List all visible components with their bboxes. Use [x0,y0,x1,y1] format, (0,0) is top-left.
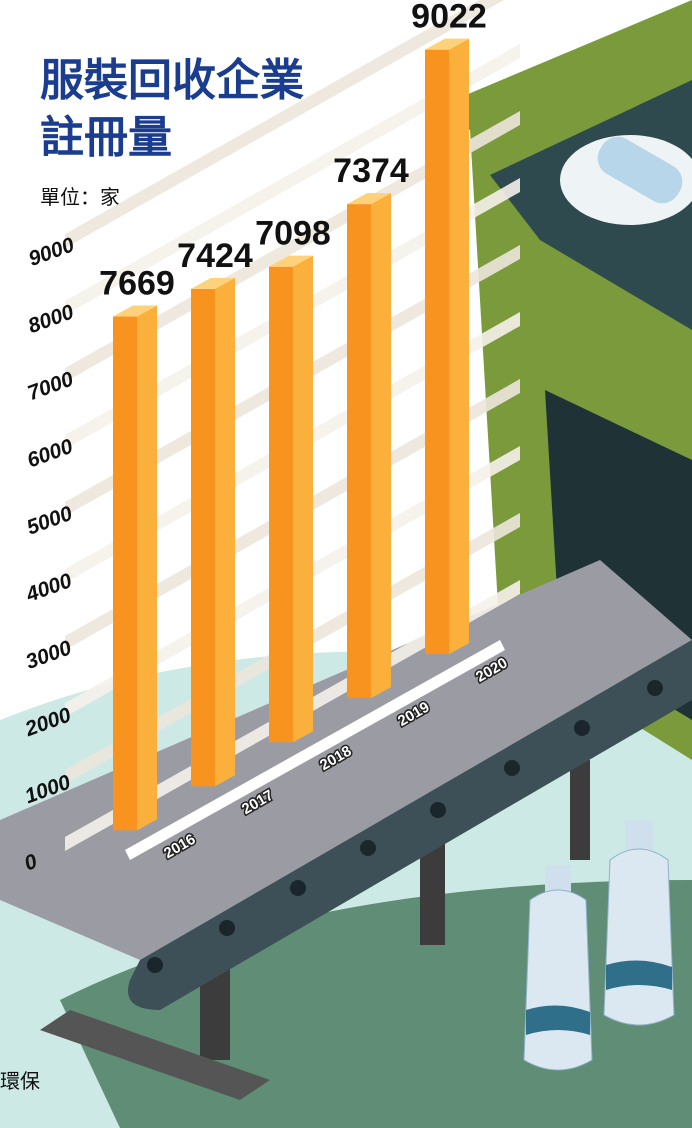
bar-side [449,39,469,654]
value-label: 7098 [255,215,331,253]
value-label: 7424 [177,237,253,275]
chart: 服裝回收企業 註冊量 單位：家 環保 010002000300040005000… [0,0,692,1128]
value-label: 7374 [333,152,409,190]
conveyor-leg [570,760,590,860]
bar-side [371,193,391,698]
bar-side [293,256,313,743]
unit-label: 單位：家 [40,185,120,209]
bar-side [137,306,157,831]
value-label: 7669 [99,265,175,303]
bar [191,289,215,786]
value-label: 9022 [411,0,487,36]
bar [425,50,449,654]
chart-title: 註冊量 [40,112,172,163]
bar [347,204,371,698]
bar [269,267,293,743]
bar [113,317,137,831]
source-label: 環保 [0,1069,40,1093]
bar-side [215,278,235,786]
chart-title: 服裝回收企業 [40,55,304,106]
